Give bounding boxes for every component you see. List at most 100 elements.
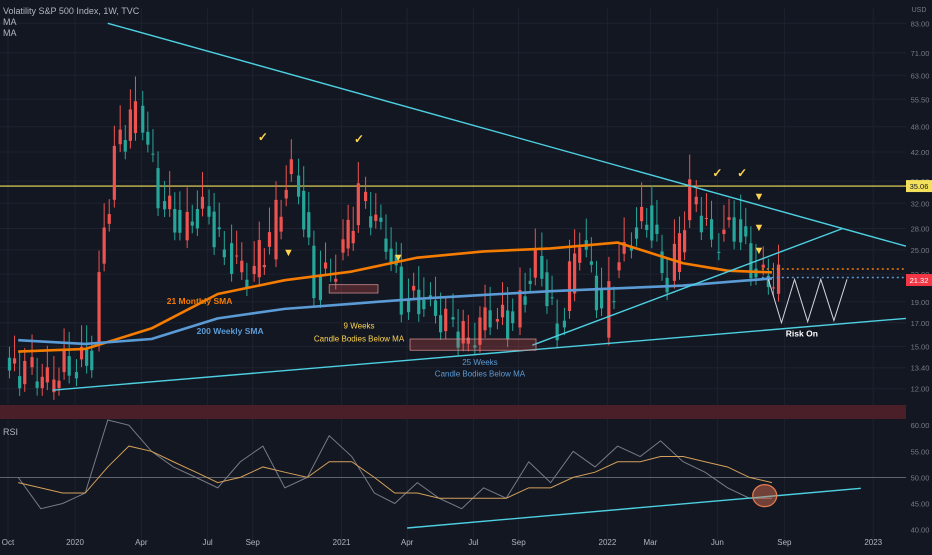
- candle-body: [356, 183, 360, 226]
- candle-body: [456, 331, 460, 348]
- x-tick-label: Apr: [401, 538, 414, 547]
- candle-body: [107, 214, 111, 224]
- candle-body: [307, 212, 311, 238]
- candle-body: [709, 219, 714, 240]
- candle-body: [500, 304, 505, 318]
- candle-body: [422, 299, 426, 310]
- x-tick-label: Jul: [468, 538, 478, 547]
- candle-body: [682, 230, 687, 253]
- candle-body: [200, 196, 205, 209]
- x-tick-label: Sep: [777, 538, 792, 547]
- candle-body: [761, 264, 765, 268]
- x-tick-label: 2023: [864, 538, 882, 547]
- candle-body: [79, 346, 84, 360]
- candle-body: [417, 289, 421, 315]
- candle-body: [229, 243, 234, 274]
- candle-body: [607, 281, 611, 338]
- candle-body: [217, 227, 221, 230]
- checkmark: ✓: [712, 166, 722, 180]
- resistance-price-tag: [906, 180, 932, 193]
- checkmark: ✓: [354, 132, 364, 146]
- x-tick-label: Jul: [202, 538, 212, 547]
- candle-body: [704, 217, 709, 219]
- candle-body: [776, 264, 781, 294]
- candle-body: [146, 131, 150, 145]
- rsi-y-tick-label: 45.00: [911, 499, 930, 508]
- candle-body: [540, 255, 544, 279]
- candle-body: [128, 109, 132, 141]
- candle-body: [478, 317, 482, 345]
- candle-body: [90, 350, 94, 371]
- indicator-ma-2[interactable]: MA: [3, 28, 17, 38]
- candle-body: [722, 229, 726, 234]
- candle-body: [461, 320, 465, 344]
- candle-body: [444, 308, 448, 332]
- x-tick-label: Mar: [643, 538, 657, 547]
- candle-body: [123, 139, 127, 152]
- rsi-pane-label: RSI: [3, 427, 19, 437]
- rsi-trendline: [407, 487, 861, 529]
- sma200-label: 200 Weekly SMA: [197, 326, 264, 336]
- candle-body: [406, 299, 411, 313]
- risk-on-label: Risk On: [786, 329, 818, 339]
- down-arrow-icon: ▼: [753, 222, 764, 234]
- trendline-lower: [52, 317, 907, 391]
- candle-body: [771, 287, 776, 289]
- weeks9-label-2: Candle Bodies Below MA: [314, 334, 405, 343]
- rsi-y-tick-label: 40.00: [911, 526, 930, 535]
- candle-body: [699, 215, 703, 233]
- candle-body: [374, 214, 378, 221]
- candle-body: [555, 323, 559, 341]
- indicator-ma-1[interactable]: MA: [3, 17, 17, 27]
- candle-body: [212, 211, 216, 248]
- pane-separator-band: [0, 405, 906, 419]
- candle-body: [488, 310, 492, 328]
- down-arrow-icon: ▼: [393, 252, 404, 264]
- chart-title: Volatility S&P 500 Index, 1W, TVC: [3, 6, 140, 16]
- candle-body: [23, 360, 27, 385]
- last-price-label: 21.32: [910, 276, 929, 285]
- y-axis-unit: USD: [912, 7, 927, 14]
- candle-body: [439, 315, 443, 333]
- y-tick-label: 48.00: [911, 123, 930, 132]
- y-tick-label: 55.50: [911, 95, 930, 104]
- candle-body: [245, 279, 249, 289]
- y-tick-label: 28.00: [911, 225, 930, 234]
- candle-body: [190, 221, 194, 226]
- candle-body: [240, 260, 244, 273]
- candle-body: [599, 287, 604, 309]
- candle-body: [650, 205, 654, 241]
- resistance-price-label: 35.06: [910, 182, 929, 191]
- candle-body: [523, 296, 527, 305]
- candle-body: [257, 240, 261, 278]
- candle-body: [40, 376, 44, 389]
- last-price-tag: [906, 274, 932, 287]
- y-tick-label: 12.00: [911, 385, 930, 394]
- x-tick-label: Oct: [2, 538, 15, 547]
- candle-body: [52, 379, 56, 393]
- candle-body: [102, 227, 106, 264]
- candle-body: [694, 196, 698, 205]
- x-tick-label: Sep: [511, 538, 526, 547]
- candle-body: [297, 175, 301, 197]
- candle-body: [433, 300, 438, 316]
- candle-body: [262, 265, 266, 268]
- rsi-ma-line: [18, 445, 773, 499]
- candle-body: [550, 297, 554, 299]
- candle-body: [412, 285, 416, 291]
- candle-body: [141, 105, 145, 133]
- y-tick-label: 25.00: [911, 246, 930, 255]
- weeks25-label-2: Candle Bodies Below MA: [435, 369, 526, 378]
- candle-body: [399, 266, 403, 315]
- candle-body: [379, 217, 383, 222]
- candle-body: [351, 230, 355, 244]
- candle-body: [562, 320, 567, 328]
- candle-body: [369, 216, 373, 228]
- candle-body: [97, 272, 101, 344]
- candle-body: [617, 262, 621, 271]
- candle-body: [660, 251, 664, 274]
- candle-body: [622, 241, 626, 254]
- candle-body: [473, 345, 477, 348]
